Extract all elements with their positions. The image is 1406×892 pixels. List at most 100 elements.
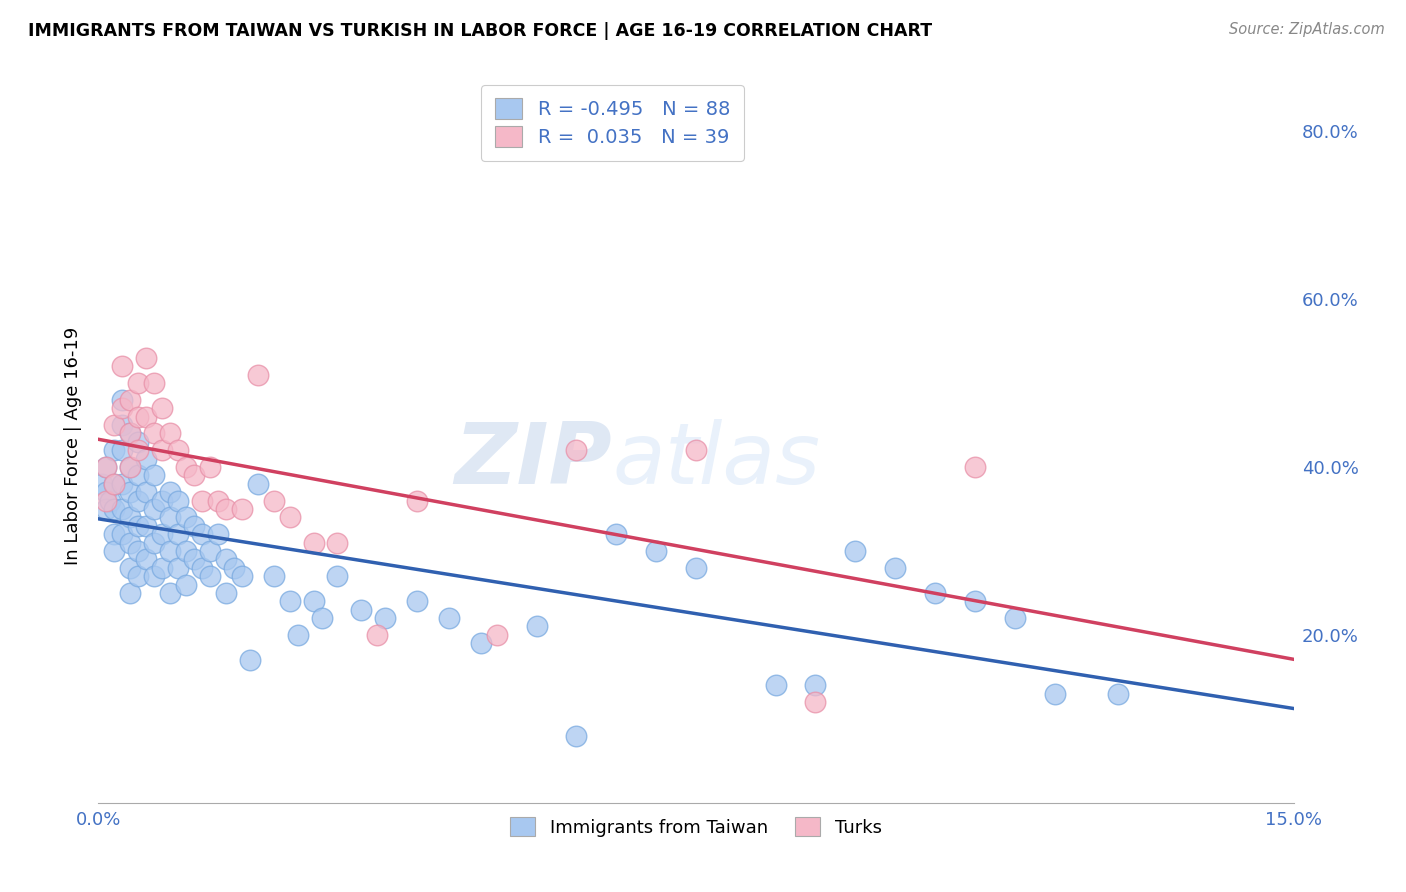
Point — [302, 594, 325, 608]
Point — [207, 493, 229, 508]
Point — [150, 493, 173, 508]
Point — [120, 460, 142, 475]
Point — [127, 544, 149, 558]
Point — [326, 569, 349, 583]
Point — [191, 560, 214, 574]
Point — [127, 409, 149, 424]
Y-axis label: In Labor Force | Age 16-19: In Labor Force | Age 16-19 — [63, 326, 82, 566]
Point — [120, 426, 142, 441]
Point — [231, 502, 253, 516]
Point — [174, 460, 197, 475]
Point — [526, 619, 548, 633]
Point — [246, 368, 269, 382]
Point — [215, 586, 238, 600]
Point — [143, 468, 166, 483]
Point — [302, 535, 325, 549]
Point — [159, 586, 181, 600]
Point — [287, 628, 309, 642]
Point — [96, 485, 118, 500]
Point — [135, 518, 157, 533]
Point — [167, 493, 190, 508]
Point — [143, 535, 166, 549]
Point — [485, 628, 508, 642]
Point — [98, 493, 122, 508]
Point — [150, 560, 173, 574]
Point — [103, 476, 125, 491]
Point — [1043, 687, 1066, 701]
Text: ZIP: ZIP — [454, 418, 613, 502]
Point — [239, 653, 262, 667]
Point — [278, 510, 301, 524]
Point — [120, 586, 142, 600]
Point — [111, 502, 134, 516]
Point — [804, 695, 827, 709]
Point — [263, 493, 285, 508]
Point — [135, 552, 157, 566]
Point — [844, 544, 866, 558]
Point — [167, 527, 190, 541]
Point — [198, 460, 221, 475]
Point — [167, 443, 190, 458]
Point — [159, 544, 181, 558]
Point — [470, 636, 492, 650]
Point — [120, 426, 142, 441]
Point — [159, 426, 181, 441]
Point — [645, 544, 668, 558]
Point — [127, 569, 149, 583]
Point — [127, 493, 149, 508]
Point — [406, 493, 429, 508]
Point — [174, 510, 197, 524]
Point — [159, 485, 181, 500]
Point — [150, 443, 173, 458]
Point — [167, 560, 190, 574]
Point — [111, 392, 134, 407]
Point — [143, 426, 166, 441]
Point — [191, 527, 214, 541]
Point — [565, 729, 588, 743]
Point — [120, 460, 142, 475]
Point — [143, 502, 166, 516]
Point — [127, 443, 149, 458]
Point — [120, 392, 142, 407]
Point — [96, 502, 118, 516]
Point — [103, 443, 125, 458]
Point — [127, 376, 149, 390]
Point — [103, 476, 125, 491]
Point — [278, 594, 301, 608]
Text: Source: ZipAtlas.com: Source: ZipAtlas.com — [1229, 22, 1385, 37]
Point — [96, 460, 118, 475]
Point — [1107, 687, 1129, 701]
Point — [884, 560, 907, 574]
Point — [159, 510, 181, 524]
Point — [111, 401, 134, 416]
Point — [207, 527, 229, 541]
Point — [183, 468, 205, 483]
Point — [174, 544, 197, 558]
Point — [924, 586, 946, 600]
Point — [685, 560, 707, 574]
Point — [135, 451, 157, 466]
Point — [437, 611, 460, 625]
Point — [963, 460, 986, 475]
Point — [135, 351, 157, 365]
Point — [111, 476, 134, 491]
Point — [127, 468, 149, 483]
Point — [231, 569, 253, 583]
Point — [143, 569, 166, 583]
Point — [222, 560, 245, 574]
Point — [406, 594, 429, 608]
Text: atlas: atlas — [613, 418, 820, 502]
Point — [215, 502, 238, 516]
Point — [120, 510, 142, 524]
Point — [804, 678, 827, 692]
Point — [326, 535, 349, 549]
Point — [198, 544, 221, 558]
Point — [263, 569, 285, 583]
Point — [103, 544, 125, 558]
Point — [198, 569, 221, 583]
Point — [374, 611, 396, 625]
Point — [246, 476, 269, 491]
Point — [191, 493, 214, 508]
Point — [111, 417, 134, 432]
Point — [127, 518, 149, 533]
